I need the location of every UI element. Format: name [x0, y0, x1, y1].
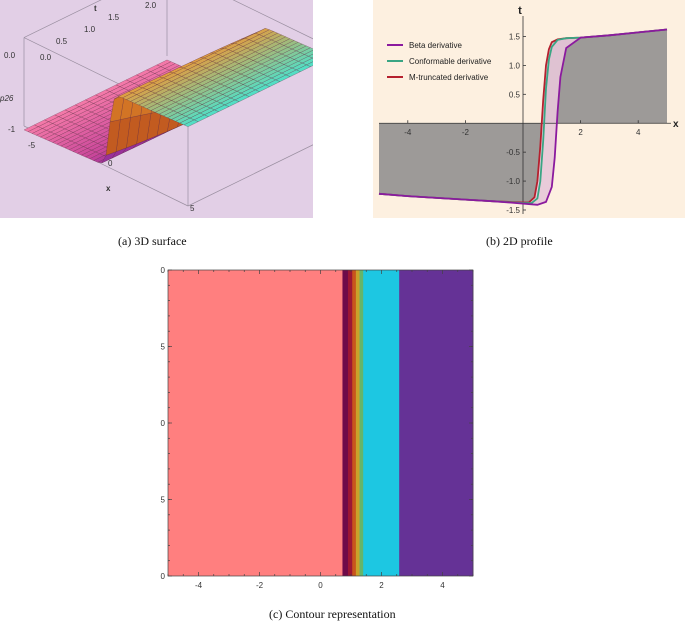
- contour-band: [363, 270, 399, 576]
- surface-plot: -5 0 5 x 0.0 0.5 1.0 1.5 2.0 t 0.0 -1 p26: [0, 0, 313, 218]
- profile-plot: -4 -2 2 4 -1.5 -1.0 -0.5 0.5 1.0 1.5 x t Beta deriva…: [373, 0, 685, 218]
- x-tick-label: -5: [28, 141, 36, 150]
- caption-a: (a) 3D surface: [118, 234, 187, 249]
- contour-bands: [168, 270, 473, 576]
- t-tick-label: 1.0: [84, 25, 96, 34]
- caption-b: (b) 2D profile: [486, 234, 553, 249]
- legend-label: Beta derivative: [409, 41, 462, 50]
- contour-plot: -4 -2 0 2 4 0.0 0.5 1.0 1.5 2.0: [160, 258, 485, 594]
- x-tick-label: 2: [578, 128, 583, 137]
- x-tick-label: 0: [318, 581, 323, 590]
- contour-band: [342, 270, 348, 576]
- t-tick-label: 0.5: [56, 37, 68, 46]
- y-tick-label: -1.0: [506, 177, 520, 186]
- y-tick-label: 1.0: [160, 419, 166, 428]
- box-edge: [188, 136, 313, 206]
- x-tick-label: 4: [636, 128, 641, 137]
- legend-label: M-truncated derivative: [409, 73, 489, 82]
- y-tick-label: -0.5: [506, 148, 520, 157]
- contour-plot-panel: -4 -2 0 2 4 0.0 0.5 1.0 1.5 2.0: [160, 258, 485, 594]
- t-tick-label: 1.5: [108, 13, 120, 22]
- y-tick-label: 1.5: [509, 32, 521, 41]
- t-tick-label: 2.0: [145, 1, 157, 10]
- x-tick-label: -2: [256, 581, 264, 590]
- x-tick-label: 4: [440, 581, 445, 590]
- legend-label: Conformable derivative: [409, 57, 492, 66]
- x-tick-label: 0: [108, 159, 113, 168]
- y-tick-label: 2.0: [160, 266, 166, 275]
- y-tick-label: 1.0: [509, 61, 521, 70]
- z-tick-label: -1: [8, 125, 16, 134]
- y-axis-label: t: [518, 5, 522, 17]
- x-axis-label: x: [673, 119, 679, 130]
- contour-band: [399, 270, 473, 576]
- y-tick-label: 1.5: [160, 343, 166, 352]
- contour-band: [352, 270, 356, 576]
- y-tick-label: 0.5: [160, 496, 166, 505]
- x-axis-label: x: [106, 184, 111, 193]
- contour-band: [360, 270, 364, 576]
- contour-band: [348, 270, 353, 576]
- z-axis-label: p26: [0, 94, 14, 103]
- surface-mesh: [24, 28, 313, 163]
- contour-band: [356, 270, 360, 576]
- y-tick-label: 0.5: [509, 90, 521, 99]
- t-axis-label: t: [94, 4, 97, 13]
- t-tick-label: 0.0: [40, 53, 52, 62]
- legend: Beta derivative Conformable derivative M-t…: [387, 41, 492, 82]
- x-tick-label: 2: [379, 581, 384, 590]
- x-tick-label: -4: [404, 128, 412, 137]
- x-tick-label: -2: [462, 128, 470, 137]
- caption-c: (c) Contour representation: [269, 607, 396, 622]
- x-tick-label: 5: [190, 204, 195, 213]
- x-tick-label: -4: [195, 581, 203, 590]
- surface-plot-panel: -5 0 5 x 0.0 0.5 1.0 1.5 2.0 t 0.0 -1 p26: [0, 0, 313, 218]
- profile-plot-panel: -4 -2 2 4 -1.5 -1.0 -0.5 0.5 1.0 1.5 x t Beta deriva…: [373, 0, 685, 218]
- y-tick-label: -1.5: [506, 206, 520, 215]
- contour-band: [168, 270, 343, 576]
- y-tick-label: 0.0: [160, 572, 166, 581]
- z-tick-label: 0.0: [4, 51, 16, 60]
